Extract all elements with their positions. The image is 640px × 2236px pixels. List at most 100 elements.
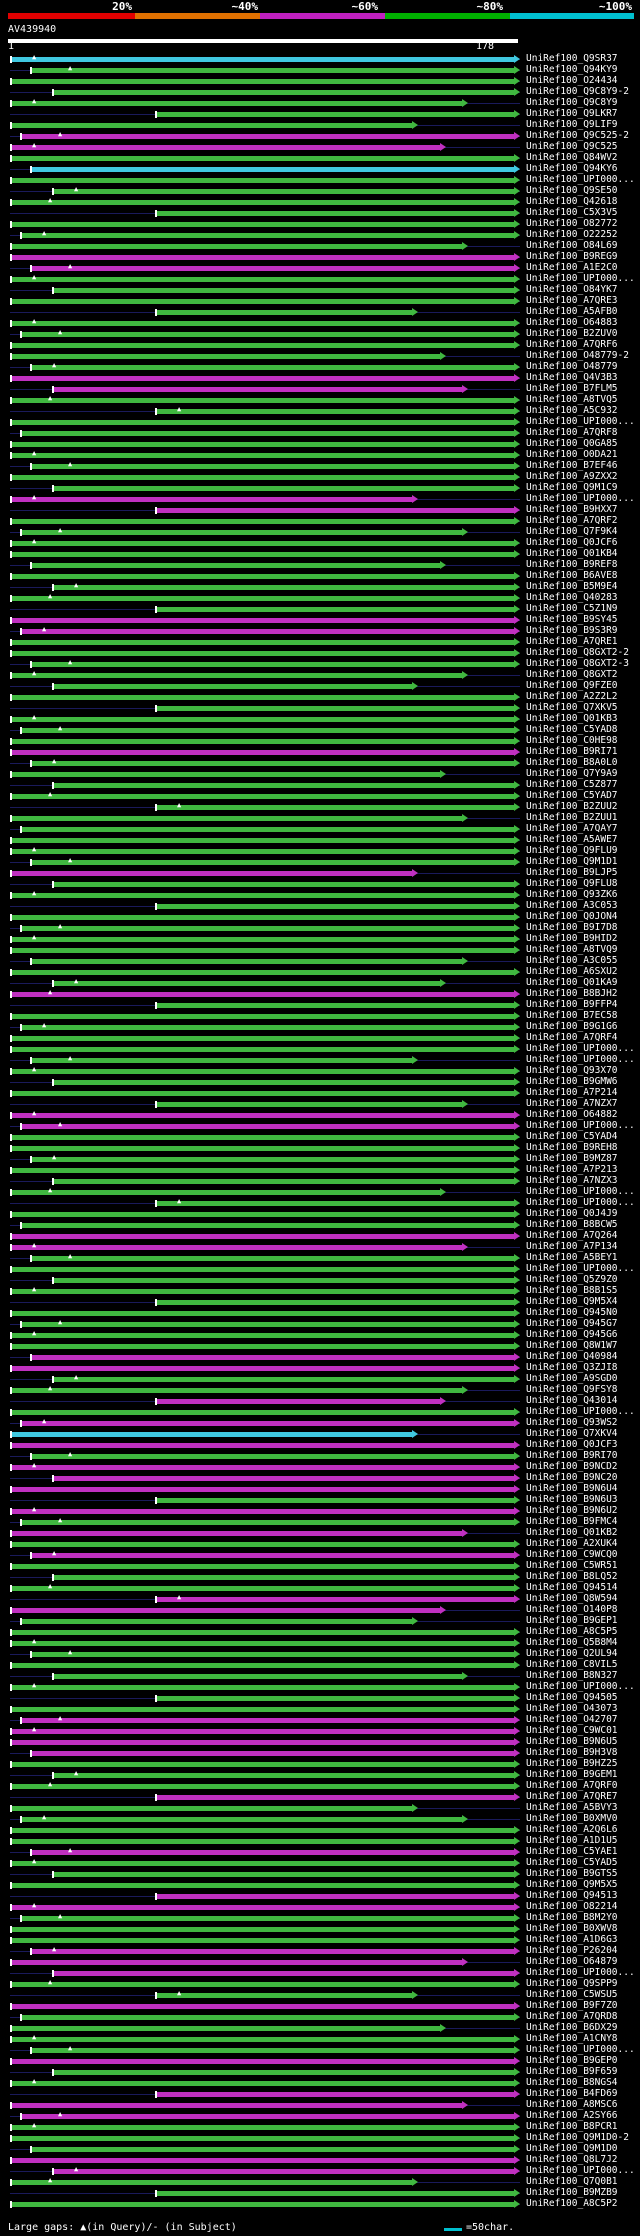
hit-label[interactable]: UniRef100_A8MSC6	[526, 2099, 618, 2110]
hit-row[interactable]: ▲ UniRef100_Q9C525	[0, 141, 640, 153]
hit-label[interactable]: UniRef100_Q9M5X4	[526, 1296, 618, 1307]
hit-row[interactable]: ▲ UniRef100_C5YAD7	[0, 790, 640, 802]
hit-label[interactable]: UniRef100_A2Q6L6	[526, 1824, 618, 1835]
hit-row[interactable]: ▲ UniRef100_A7P134	[0, 1241, 640, 1253]
hit-label[interactable]: UniRef100_Q01KA9	[526, 977, 618, 988]
hit-alignment-bar[interactable]	[10, 2024, 446, 2032]
hit-row[interactable]: ▲ UniRef100_B9N6U2	[0, 1505, 640, 1517]
hit-row[interactable]: UniRef100_B9LJP5	[0, 867, 640, 879]
hit-label[interactable]: UniRef100_C5YAD4	[526, 1131, 618, 1142]
hit-label[interactable]: UniRef100_Q9SPP9	[526, 1978, 618, 1989]
hit-alignment-bar[interactable]	[10, 946, 520, 954]
hit-row[interactable]: UniRef100_UPI000...	[0, 1406, 640, 1418]
hit-label[interactable]: UniRef100_A1D6G3	[526, 1934, 618, 1945]
hit-row[interactable]: UniRef100_A5AWE7	[0, 834, 640, 846]
hit-label[interactable]: UniRef100_Q9LKR7	[526, 108, 618, 119]
hit-row[interactable]: UniRef100_Q94505	[0, 1692, 640, 1704]
hit-alignment-bar[interactable]	[155, 605, 520, 613]
hit-label[interactable]: UniRef100_B9I7D8	[526, 922, 618, 933]
hit-row[interactable]: UniRef100_Q7Y9A9	[0, 768, 640, 780]
hit-alignment-bar[interactable]	[10, 891, 520, 899]
hit-label[interactable]: UniRef100_B8A0L0	[526, 757, 618, 768]
hit-row[interactable]: UniRef100_B9F659	[0, 2066, 640, 2078]
hit-label[interactable]: UniRef100_B5M9E4	[526, 581, 618, 592]
hit-row[interactable]: UniRef100_B9N6U5	[0, 1736, 640, 1748]
hit-label[interactable]: UniRef100_Q9FSY8	[526, 1384, 618, 1395]
hit-alignment-bar[interactable]	[30, 660, 520, 668]
hit-label[interactable]: UniRef100_Q7XKV5	[526, 702, 618, 713]
hit-alignment-bar[interactable]	[10, 1584, 520, 1592]
hit-row[interactable]: UniRef100_Q94513	[0, 1890, 640, 1902]
hit-label[interactable]: UniRef100_A7QRD8	[526, 2011, 618, 2022]
hit-alignment-bar[interactable]	[30, 264, 520, 272]
hit-alignment-bar[interactable]	[155, 1298, 520, 1306]
hit-alignment-bar[interactable]	[10, 2134, 520, 2142]
hit-alignment-bar[interactable]	[10, 1144, 520, 1152]
hit-label[interactable]: UniRef100_B0XMV0	[526, 1813, 618, 1824]
hit-row[interactable]: ▲ UniRef100_Q2UL94	[0, 1648, 640, 1660]
hit-alignment-bar[interactable]	[52, 1771, 520, 1779]
hit-label[interactable]: UniRef100_P26204	[526, 1945, 618, 1956]
hit-row[interactable]: UniRef100_C5YAD4	[0, 1131, 640, 1143]
hit-alignment-bar[interactable]	[30, 1155, 520, 1163]
hit-alignment-bar[interactable]	[10, 1507, 520, 1515]
hit-row[interactable]: UniRef100_C8VIL5	[0, 1659, 640, 1671]
hit-label[interactable]: UniRef100_A5BEY1	[526, 1252, 618, 1263]
hit-alignment-bar[interactable]	[10, 693, 520, 701]
hit-alignment-bar[interactable]	[10, 1441, 520, 1449]
hit-label[interactable]: UniRef100_A5AWE7	[526, 834, 618, 845]
hit-label[interactable]: UniRef100_B9LJP5	[526, 867, 618, 878]
hit-alignment-bar[interactable]	[30, 1551, 520, 1559]
hit-alignment-bar[interactable]	[20, 627, 520, 635]
hit-row[interactable]: ▲ UniRef100_Q9SPP9	[0, 1978, 640, 1990]
hit-label[interactable]: UniRef100_O0DA21	[526, 449, 618, 460]
hit-alignment-bar[interactable]	[30, 1749, 520, 1757]
hit-alignment-bar[interactable]	[10, 451, 520, 459]
hit-label[interactable]: UniRef100_B9FFP4	[526, 999, 618, 1010]
hit-label[interactable]: UniRef100_C8VIL5	[526, 1659, 618, 1670]
hit-alignment-bar[interactable]	[10, 737, 520, 745]
hit-alignment-bar[interactable]	[155, 1199, 520, 1207]
hit-label[interactable]: UniRef100_Q8GXT2-3	[526, 658, 629, 669]
hit-alignment-bar[interactable]	[20, 528, 468, 536]
hit-row[interactable]: ▲ UniRef100_Q93WS2	[0, 1417, 640, 1429]
hit-row[interactable]: ▲ UniRef100_Q9SR37	[0, 53, 640, 65]
hit-label[interactable]: UniRef100_B7EF46	[526, 460, 618, 471]
hit-alignment-bar[interactable]	[20, 2013, 520, 2021]
hit-row[interactable]: UniRef100_B9F7Z0	[0, 2000, 640, 2012]
hit-row[interactable]: ▲ UniRef100_B9HID2	[0, 933, 640, 945]
hit-label[interactable]: UniRef100_B9REF8	[526, 559, 618, 570]
hit-row[interactable]: UniRef100_Q945N0	[0, 1307, 640, 1319]
hit-alignment-bar[interactable]	[155, 1397, 446, 1405]
hit-label[interactable]: UniRef100_C9WCQ0	[526, 1549, 618, 1560]
hit-alignment-bar[interactable]	[30, 1848, 520, 1856]
hit-alignment-bar[interactable]	[155, 704, 520, 712]
hit-row[interactable]: UniRef100_O140P8	[0, 1604, 640, 1616]
hit-label[interactable]: UniRef100_B9N6U3	[526, 1494, 618, 1505]
hit-alignment-bar[interactable]	[52, 1870, 520, 1878]
hit-label[interactable]: UniRef100_Q0JCF3	[526, 1439, 618, 1450]
hit-row[interactable]: ▲ UniRef100_P26204	[0, 1945, 640, 1957]
hit-row[interactable]: ▲ UniRef100_B2ZUU2	[0, 801, 640, 813]
hit-label[interactable]: UniRef100_A7P214	[526, 1087, 618, 1098]
hit-alignment-bar[interactable]	[10, 374, 520, 382]
hit-label[interactable]: UniRef100_A3C055	[526, 955, 618, 966]
hit-row[interactable]: UniRef100_Q7XKV4	[0, 1428, 640, 1440]
hit-alignment-bar[interactable]	[155, 2189, 520, 2197]
hit-label[interactable]: UniRef100_Q5Z9Z0	[526, 1274, 618, 1285]
hit-alignment-bar[interactable]	[10, 121, 418, 129]
hit-label[interactable]: UniRef100_O48779-2	[526, 350, 629, 361]
hit-row[interactable]: UniRef100_B9N6U4	[0, 1483, 640, 1495]
hit-row[interactable]: ▲ UniRef100_B9NCD2	[0, 1461, 640, 1473]
hit-row[interactable]: UniRef100_Q0JCF3	[0, 1439, 640, 1451]
hit-label[interactable]: UniRef100_A5BVY3	[526, 1802, 618, 1813]
hit-label[interactable]: UniRef100_Q40984	[526, 1351, 618, 1362]
hit-row[interactable]: UniRef100_A7QRE3	[0, 295, 640, 307]
hit-row[interactable]: ▲ UniRef100_A1E2C0	[0, 262, 640, 274]
hit-alignment-bar[interactable]	[52, 385, 468, 393]
hit-row[interactable]: UniRef100_Q9LKR7	[0, 108, 640, 120]
hit-alignment-bar[interactable]	[52, 979, 446, 987]
hit-alignment-bar[interactable]	[10, 1012, 520, 1020]
hit-label[interactable]: UniRef100_A7QAY7	[526, 823, 618, 834]
hit-alignment-bar[interactable]	[20, 1122, 520, 1130]
